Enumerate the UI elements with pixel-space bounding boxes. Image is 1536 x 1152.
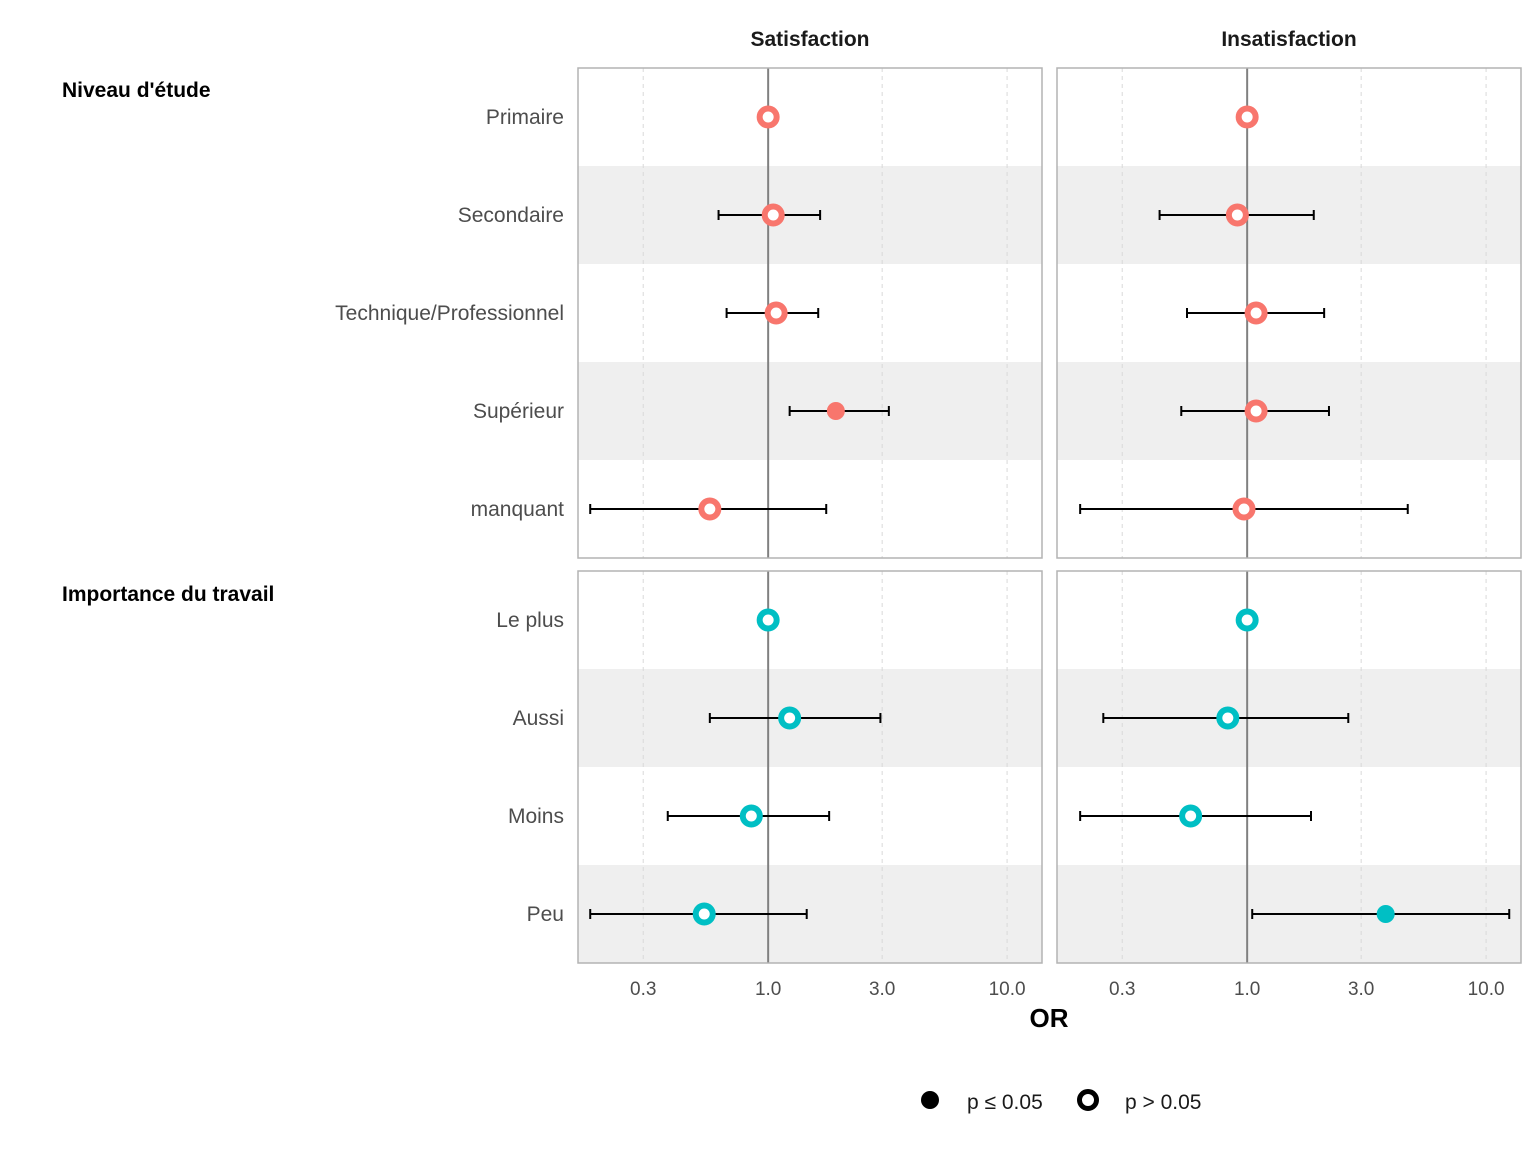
estimate-point bbox=[1216, 706, 1240, 730]
estimate-point bbox=[1225, 203, 1249, 227]
legend-label: p ≤ 0.05 bbox=[967, 1091, 1043, 1114]
legend-key-hollow bbox=[1077, 1089, 1099, 1111]
row-label: Secondaire bbox=[458, 204, 564, 227]
x-tick-label: 0.3 bbox=[1109, 979, 1135, 1000]
estimate-point bbox=[692, 902, 716, 926]
facet-title-insatisfaction: Insatisfaction bbox=[1221, 28, 1356, 51]
panel-border bbox=[577, 67, 1043, 559]
row-label: Primaire bbox=[486, 106, 564, 129]
x-tick-label: 3.0 bbox=[1348, 979, 1374, 1000]
estimate-point bbox=[1235, 105, 1259, 129]
panel-border bbox=[577, 570, 1043, 964]
estimate-point bbox=[826, 402, 845, 420]
row-label: Le plus bbox=[496, 609, 564, 632]
estimate-point bbox=[1244, 301, 1268, 325]
estimate-point bbox=[778, 706, 802, 730]
x-tick-label: 10.0 bbox=[1468, 979, 1505, 1000]
row-label: Technique/Professionnel bbox=[335, 302, 564, 325]
panel-border bbox=[1056, 570, 1522, 964]
group-label: Niveau d'étude bbox=[62, 79, 211, 102]
estimate-point bbox=[1244, 399, 1268, 423]
row-label: Peu bbox=[527, 903, 564, 926]
estimate-point bbox=[1235, 608, 1259, 632]
legend-key-filled bbox=[921, 1091, 939, 1109]
x-tick-label: 10.0 bbox=[989, 979, 1026, 1000]
panel-border bbox=[1056, 67, 1522, 559]
x-tick-label: 3.0 bbox=[869, 979, 895, 1000]
estimate-point bbox=[739, 804, 763, 828]
estimate-point bbox=[764, 301, 788, 325]
estimate-point bbox=[756, 608, 780, 632]
x-tick-label: 1.0 bbox=[755, 979, 781, 1000]
row-label: Moins bbox=[508, 805, 564, 828]
estimate-point bbox=[698, 497, 722, 521]
estimate-point bbox=[756, 105, 780, 129]
row-label: Aussi bbox=[513, 707, 564, 730]
estimate-point bbox=[1232, 497, 1256, 521]
group-label: Importance du travail bbox=[62, 583, 274, 606]
facet-title-satisfaction: Satisfaction bbox=[750, 28, 869, 51]
x-tick-label: 1.0 bbox=[1234, 979, 1260, 1000]
estimate-point bbox=[761, 203, 785, 227]
row-label: Supérieur bbox=[473, 400, 564, 423]
estimate-point bbox=[1376, 905, 1395, 923]
legend-label: p > 0.05 bbox=[1125, 1091, 1201, 1114]
x-tick-label: 0.3 bbox=[630, 979, 656, 1000]
row-label: manquant bbox=[471, 498, 565, 521]
estimate-point bbox=[1179, 804, 1203, 828]
x-axis-title: OR bbox=[1030, 1003, 1069, 1033]
